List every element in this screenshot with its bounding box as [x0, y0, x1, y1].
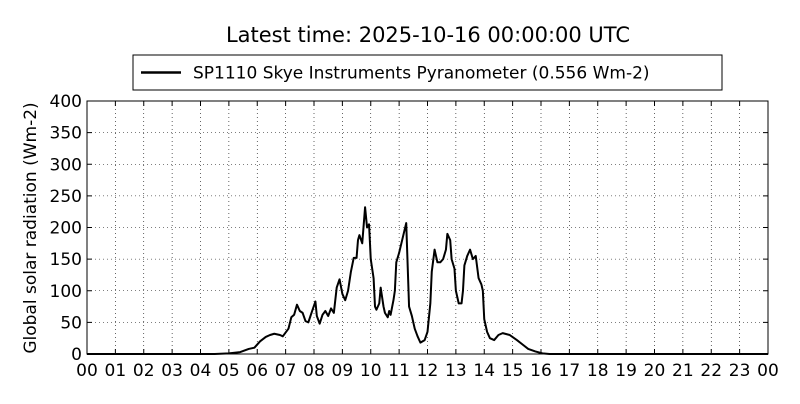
y-tick-label: 300 — [50, 155, 82, 175]
x-tick-label: 16 — [530, 361, 552, 381]
y-axis-label: Global solar radiation (Wm-2) — [21, 102, 41, 353]
x-tick-label: 01 — [105, 361, 127, 381]
y-tick-label: 150 — [50, 250, 82, 270]
x-tick-label: 08 — [303, 361, 325, 381]
x-tick-label: 06 — [246, 361, 268, 381]
x-tick-label: 12 — [417, 361, 439, 381]
data-line — [87, 206, 768, 355]
x-tick-label: 14 — [473, 361, 495, 381]
legend-label: SP1110 Skye Instruments Pyranometer (0.5… — [193, 64, 650, 84]
x-tick-label: 02 — [133, 361, 155, 381]
x-tick-label: 05 — [218, 361, 240, 381]
x-tick-label: 00 — [757, 361, 779, 381]
x-tick-label: 00 — [76, 361, 98, 381]
y-tick-label: 250 — [50, 187, 82, 207]
x-tick-label: 20 — [644, 361, 666, 381]
y-tick-label: 400 — [50, 92, 82, 112]
x-tick-label: 10 — [360, 361, 382, 381]
x-tick-label: 15 — [502, 361, 524, 381]
y-tick-label: 100 — [50, 282, 82, 302]
plot-frame — [86, 100, 769, 355]
x-tick-label: 22 — [700, 361, 722, 381]
x-tick-label: 04 — [190, 361, 212, 381]
chart-title: Latest time: 2025-10-16 00:00:00 UTC — [226, 23, 630, 47]
x-tick-label: 18 — [587, 361, 609, 381]
y-tick-label: 50 — [60, 313, 82, 333]
legend-box — [132, 54, 723, 91]
x-tick-label: 13 — [445, 361, 467, 381]
x-tick-label: 23 — [729, 361, 751, 381]
x-tick-label: 11 — [388, 361, 410, 381]
y-tick-label: 350 — [50, 124, 82, 144]
y-tick-label: 0 — [71, 345, 82, 365]
x-tick-label: 21 — [672, 361, 694, 381]
x-tick-label: 17 — [559, 361, 581, 381]
x-tick-label: 07 — [275, 361, 297, 381]
x-tick-label: 19 — [615, 361, 637, 381]
x-tick-label: 09 — [332, 361, 354, 381]
x-tick-label: 03 — [161, 361, 183, 381]
y-tick-label: 200 — [50, 219, 82, 239]
